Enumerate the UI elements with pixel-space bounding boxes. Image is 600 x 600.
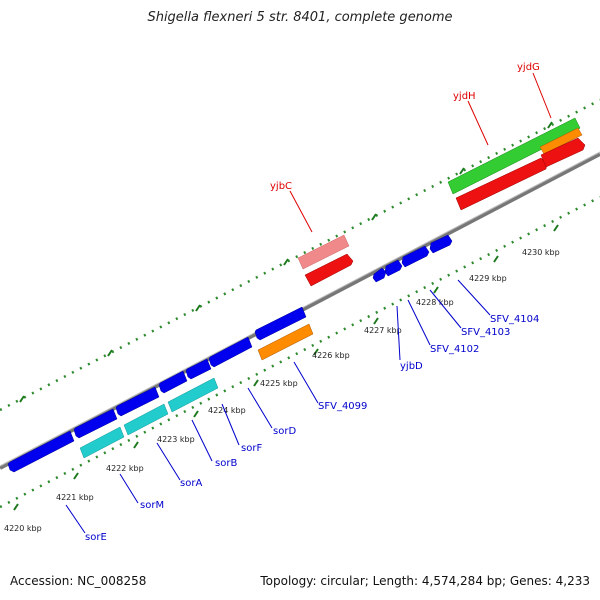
scale-labels: 4220 kbp 4221 kbp 4222 kbp 4223 kbp 4224… bbox=[4, 248, 560, 533]
gene-red-3[interactable] bbox=[540, 137, 586, 168]
outer-dotted-ring bbox=[0, 98, 600, 412]
gene-blue-3[interactable] bbox=[158, 370, 188, 394]
gene-sorA[interactable] bbox=[123, 403, 169, 436]
tick-label: 4230 kbp bbox=[522, 248, 560, 257]
tick-label: 4227 kbp bbox=[364, 326, 402, 335]
inner-dotted-ring bbox=[0, 195, 600, 509]
gene-label-yjbD[interactable]: yjbD bbox=[400, 361, 423, 372]
gene-label-SFV_4102[interactable]: SFV_4102 bbox=[430, 344, 479, 355]
gene-label-sorA[interactable]: sorA bbox=[180, 478, 202, 489]
gene-red-1[interactable] bbox=[304, 253, 354, 287]
tick-label: 4229 kbp bbox=[469, 274, 507, 283]
gene-label-yjdG[interactable]: yjdG bbox=[517, 62, 540, 73]
gene-SFV_4099[interactable] bbox=[257, 323, 314, 361]
gene-labels: sorE sorM sorA sorB sorF sorD SFV_4099 y… bbox=[85, 62, 540, 543]
gene-yjbD[interactable] bbox=[372, 267, 387, 283]
genome-title: Shigella flexneri 5 str. 8401, complete … bbox=[147, 10, 453, 25]
gene-label-sorD[interactable]: sorD bbox=[273, 426, 296, 437]
label-leaders bbox=[65, 72, 552, 534]
tick-label: 4224 kbp bbox=[208, 406, 246, 415]
accession-text: Accession: NC_008258 bbox=[10, 574, 147, 588]
gene-SFV_4103[interactable] bbox=[401, 245, 430, 268]
gene-yjdG[interactable] bbox=[539, 127, 583, 155]
gene-blue-2[interactable] bbox=[115, 386, 160, 417]
gene-label-sorF[interactable]: sorF bbox=[241, 443, 262, 454]
gene-label-SFV_4099[interactable]: SFV_4099 bbox=[318, 401, 367, 412]
outer-ring-major-ticks bbox=[19, 121, 553, 403]
gene-sorE[interactable] bbox=[7, 430, 75, 473]
gene-label-yjdH[interactable]: yjdH bbox=[453, 91, 476, 102]
gene-label-SFV_4103[interactable]: SFV_4103 bbox=[461, 327, 510, 338]
tick-label: 4228 kbp bbox=[416, 298, 454, 307]
gene-yjbC[interactable] bbox=[297, 234, 350, 270]
gene-blue-4[interactable] bbox=[185, 358, 212, 380]
gene-features bbox=[7, 117, 586, 473]
gene-SFV_4102[interactable] bbox=[384, 259, 403, 277]
gene-sorB[interactable] bbox=[167, 377, 219, 413]
gene-label-SFV_4104[interactable]: SFV_4104 bbox=[490, 314, 539, 325]
tick-label: 4220 kbp bbox=[4, 524, 42, 533]
tick-label: 4222 kbp bbox=[106, 464, 144, 473]
gene-blue-6[interactable] bbox=[254, 306, 307, 341]
gene-blue-5[interactable] bbox=[208, 336, 253, 368]
gene-label-sorE[interactable]: sorE bbox=[85, 532, 107, 543]
tick-label: 4225 kbp bbox=[260, 379, 298, 388]
gene-sorM[interactable] bbox=[79, 426, 125, 459]
tick-label: 4226 kbp bbox=[312, 351, 350, 360]
inner-ring-major-ticks bbox=[13, 224, 559, 511]
topology-text: Topology: circular; Length: 4,574,284 bp… bbox=[260, 574, 590, 588]
tick-label: 4221 kbp bbox=[56, 493, 94, 502]
tick-label: 4223 kbp bbox=[157, 435, 195, 444]
gene-SFV_4104[interactable] bbox=[429, 234, 453, 254]
gene-label-yjbC[interactable]: yjbC bbox=[270, 181, 292, 192]
gene-blue-1[interactable] bbox=[73, 408, 118, 439]
gene-label-sorM[interactable]: sorM bbox=[140, 500, 164, 511]
gene-label-sorB[interactable]: sorB bbox=[215, 458, 237, 469]
